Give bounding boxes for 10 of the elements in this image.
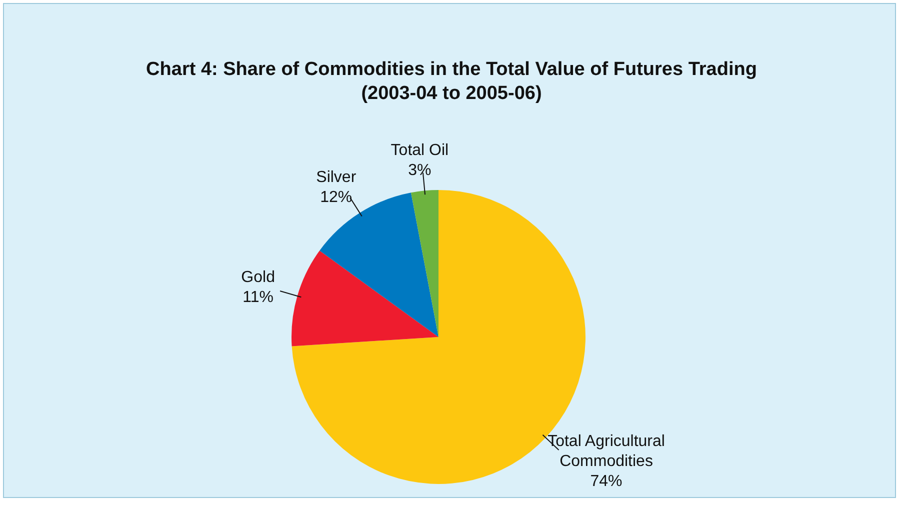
slice-label: Total Oil xyxy=(390,142,449,160)
chart-title: Chart 4: Share of Commodities in the Total Value of Futures Trading xyxy=(145,58,758,82)
data-label: 3% xyxy=(408,162,432,180)
chart-subtitle: (2003-04 to 2005-06) xyxy=(360,82,543,106)
data-label: 12% xyxy=(320,188,352,206)
data-label: 74% xyxy=(590,472,622,490)
data-label: 11% xyxy=(242,289,274,306)
slice-label: Gold xyxy=(241,269,275,286)
slice-label: Total Agricultural Commodities xyxy=(548,432,665,470)
slice-label: Silver xyxy=(316,168,357,186)
